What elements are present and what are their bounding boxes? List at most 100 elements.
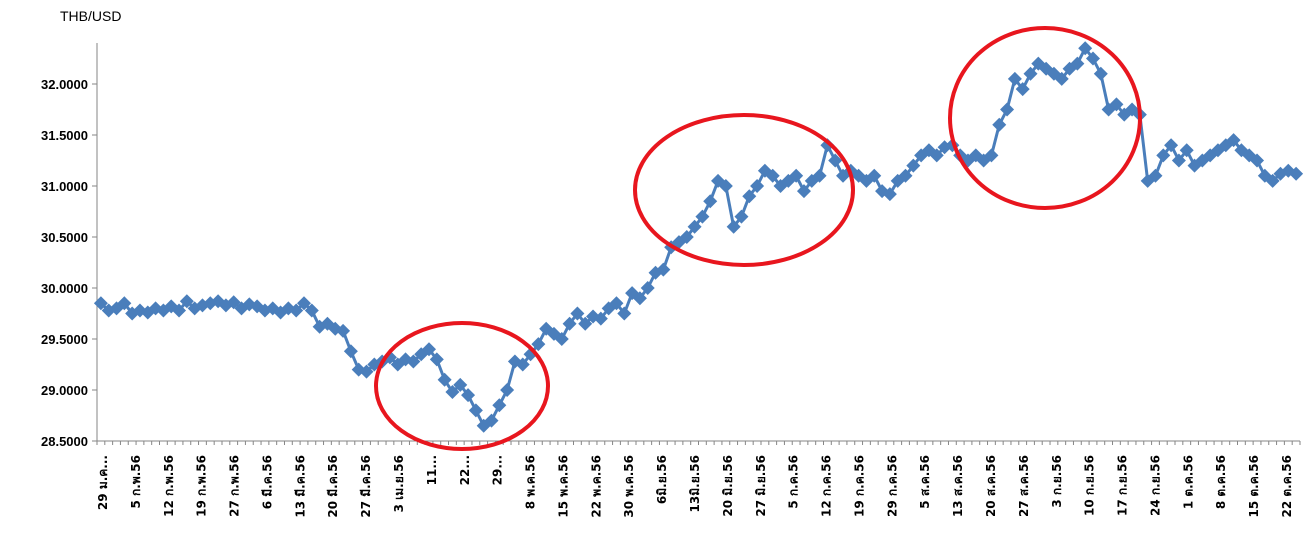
x-tick-label: 19 ก.พ.56 [195,455,209,517]
x-tick-label: 27 ก.พ.56 [228,455,242,517]
x-tick-label: 22 ต.ค.56 [1280,455,1294,518]
data-point-marker [1289,166,1304,181]
data-point-marker [734,209,749,224]
x-tick-label: 12 ก.ค.56 [820,455,834,517]
data-point-marker [468,403,483,418]
data-point-marker [406,354,421,369]
data-point-marker [632,291,647,306]
x-tick-label: 5 ส.ค.56 [918,455,932,509]
x-tick-label: 29 ม.ค... [96,455,110,510]
x-tick-label: 17 ก.ย.56 [1116,455,1130,516]
x-tick-label: 13มิ.ย.56 [688,455,702,512]
x-tick-label: 30 พ.ค.56 [622,455,636,518]
data-point-marker [515,357,530,372]
x-tick-label: 19 ก.ค.56 [852,455,866,517]
data-point-marker [617,306,632,321]
x-tick-label: 6มิ.ย.56 [655,455,669,504]
data-point-marker [93,296,108,311]
x-tick-label: 24 ก.ย.56 [1148,455,1162,516]
data-point-marker [1226,133,1241,148]
data-point-marker [882,187,897,202]
data-point-marker [812,168,827,183]
data-point-marker [1070,56,1085,71]
x-tick-label: 15 พ.ค.56 [556,455,570,518]
x-tick-label: 8 ต.ค.56 [1214,455,1228,509]
data-point-marker [336,323,351,338]
data-point-marker [1250,153,1265,168]
data-point-marker [1062,61,1077,76]
data-point-marker [1093,66,1108,81]
data-point-marker [984,148,999,163]
data-point-marker [1148,168,1163,183]
data-point-marker [531,337,546,352]
y-tick-label: 29.5000 [41,332,88,347]
x-tick-label: 6 มี.ค.56 [260,455,274,509]
data-point-marker [1054,71,1069,86]
data-point-marker [562,316,577,331]
data-point-marker [500,383,515,397]
x-tick-label: 12 ก.พ.56 [162,455,176,517]
data-point-marker [437,372,452,387]
data-point-marker [359,364,374,379]
data-point-marker [679,230,694,244]
x-tick-label: 20 มี.ค.56 [326,455,340,518]
data-point-marker [1164,138,1179,153]
x-tick-label: 13 มี.ค.56 [293,455,307,518]
data-point-marker [796,184,811,199]
data-point-marker [1179,143,1194,158]
data-point-marker [289,303,304,318]
data-point-marker [578,316,593,331]
y-tick-label: 29.0000 [41,383,88,398]
data-point-marker [1265,173,1280,188]
data-point-marker [1023,66,1038,81]
y-tick-label: 31.5000 [41,128,88,143]
x-tick-label: 1 ต.ค.56 [1181,455,1195,509]
data-point-marker [1085,51,1100,66]
data-point-marker [172,303,187,318]
data-point-marker [1109,97,1124,112]
x-tick-label: 11... [425,455,439,485]
data-point-marker [461,388,476,403]
y-tick-label: 31.0000 [41,179,88,194]
y-tick-label: 32.0000 [41,77,88,92]
data-point-marker [718,179,733,193]
y-tick-label: 30.5000 [41,230,88,245]
data-point-marker [343,344,358,359]
x-tick-label: 22 พ.ค.56 [589,455,603,518]
x-tick-label: 29 ก.ค.56 [885,455,899,517]
x-tick-label: 15 ต.ค.56 [1247,455,1261,518]
data-point-marker [179,294,194,309]
x-tick-label: 5 ก.ค.56 [787,455,801,509]
data-point-marker [726,219,741,234]
series-line [99,46,1297,428]
y-tick-label: 28.5000 [41,434,88,449]
x-tick-label: 13 ส.ค.56 [951,455,965,517]
data-point-marker [703,194,718,209]
x-tick-label: 5 ก.พ.56 [129,455,143,509]
x-tick-label: 22... [458,455,472,485]
x-tick-label: 3 ก.ย.56 [1050,455,1064,508]
x-tick-label: 8 พ.ค.56 [524,455,538,509]
data-point-marker [906,158,921,173]
highlight-ellipse [633,113,855,267]
data-point-marker [1007,71,1022,86]
data-point-marker [421,342,436,357]
data-point-marker [1156,148,1171,163]
data-point-marker [297,296,312,311]
data-point-marker [304,303,319,318]
data-point-marker [492,398,507,413]
data-point-marker [429,352,444,367]
x-tick-label: 3 เม.ย.56 [392,455,406,512]
data-point-marker [656,262,671,277]
data-point-marker [828,153,843,168]
data-point-marker [867,168,882,183]
y-tick-label: 30.0000 [41,281,88,296]
data-point-marker [609,296,624,311]
data-point-marker [593,311,608,326]
data-point-marker [742,189,757,204]
x-tick-label: 20 มิ.ย.56 [721,455,735,517]
data-point-marker [453,377,468,392]
data-point-marker [570,306,585,321]
x-tick-label: 27 มิ.ย.56 [754,455,768,517]
